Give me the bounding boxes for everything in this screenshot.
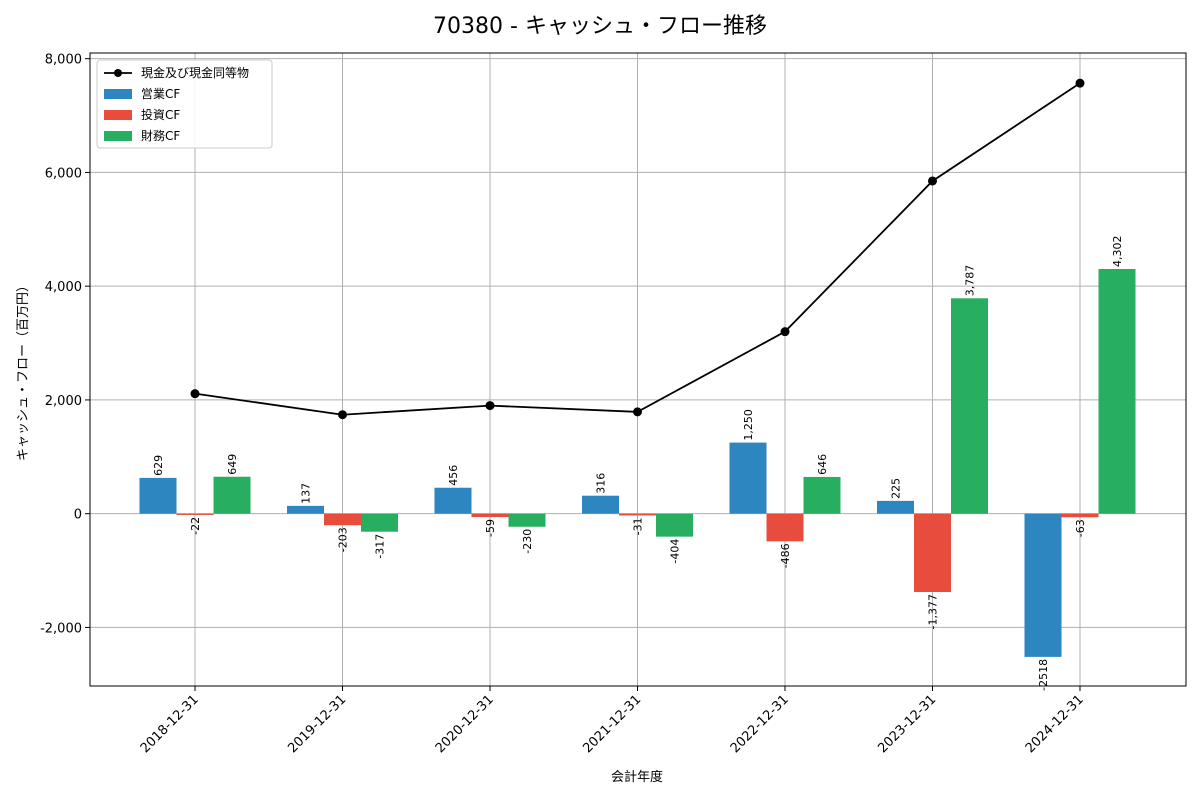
bar-value-label: 4,302 (1111, 236, 1124, 268)
bar-財務CF (656, 513, 693, 537)
legend-line-marker (114, 69, 122, 77)
bar-value-label: 225 (890, 478, 903, 499)
bar-営業CF (287, 505, 324, 514)
bar-value-label: -2518 (1037, 659, 1050, 691)
bar-value-label: 649 (226, 454, 239, 475)
y-tick-label: 8,000 (45, 53, 82, 68)
legend-label: 財務CF (141, 128, 180, 143)
legend-label: 投資CF (141, 107, 180, 122)
x-tick-label: 2018-12-31 (138, 692, 202, 756)
x-tick-label: 2019-12-31 (285, 692, 349, 756)
bar-value-label: 137 (300, 483, 313, 504)
legend-label: 現金及び現金同等物 (141, 65, 249, 80)
x-axis-label: 会計年度 (611, 769, 663, 785)
y-tick-label: 6,000 (45, 166, 82, 181)
bar-営業CF (877, 500, 914, 514)
y-tick-label: -2,000 (40, 621, 82, 636)
cash-point (190, 389, 200, 399)
bar-財務CF (1098, 269, 1136, 514)
bar-value-label: -404 (669, 539, 682, 564)
cash-point (928, 176, 937, 186)
bar-value-label: -59 (484, 519, 497, 537)
bar-財務CF (361, 513, 398, 532)
bar-財務CF (508, 513, 546, 527)
bar-value-label: -22 (189, 517, 202, 535)
bar-value-label: -1,377 (927, 594, 940, 629)
legend-label: 営業CF (141, 87, 180, 101)
x-tick-label: 2024-12-31 (1023, 692, 1087, 756)
bar-投資CF (1061, 513, 1099, 518)
legend-swatch (104, 110, 132, 120)
bar-投資CF (176, 513, 214, 515)
bar-営業CF (139, 477, 177, 514)
bar-value-label: -203 (337, 527, 350, 552)
y-tick-label: 4,000 (45, 280, 82, 295)
bar-value-label: 456 (447, 465, 460, 486)
bar-value-label: 3,787 (964, 265, 977, 297)
bar-投資CF (324, 513, 361, 526)
cash-point (338, 410, 347, 420)
legend-swatch (104, 89, 132, 99)
bar-value-label: 316 (595, 473, 608, 494)
chart-title: 70380 - キャッシュ・フロー推移 (433, 14, 767, 39)
bar-投資CF (471, 513, 509, 518)
bar-投資CF (914, 513, 951, 592)
bar-value-label: -230 (521, 529, 534, 554)
bar-value-label: -63 (1074, 519, 1087, 537)
bar-財務CF (213, 476, 251, 514)
y-tick-label: 0 (74, 508, 82, 523)
cash-point (1075, 78, 1085, 88)
legend-box (96, 59, 273, 149)
bar-営業CF (582, 495, 619, 514)
bar-value-label: 1,250 (742, 409, 755, 441)
x-tick-label: 2023-12-31 (875, 692, 939, 756)
y-tick-label: 2,000 (45, 394, 82, 409)
y-axis-label: キャッシュ・フロー（百万円） (16, 279, 31, 461)
bar-営業CF (434, 487, 472, 514)
bar-営業CF (729, 442, 767, 514)
bar-value-label: 629 (152, 455, 165, 476)
cash-point (485, 401, 495, 411)
x-tick-label: 2021-12-31 (580, 692, 644, 756)
bar-value-label: -317 (374, 534, 387, 559)
bar-value-label: -486 (779, 543, 792, 568)
bar-投資CF (766, 513, 804, 542)
x-tick-label: 2020-12-31 (433, 692, 497, 756)
bar-投資CF (619, 513, 656, 516)
bar-財務CF (803, 476, 841, 514)
legend-swatch (104, 131, 132, 141)
cash-point (633, 407, 642, 417)
bar-財務CF (951, 298, 988, 514)
cash-point (780, 327, 790, 337)
bar-営業CF (1024, 513, 1062, 657)
x-tick-label: 2022-12-31 (728, 692, 792, 756)
bar-value-label: 646 (816, 454, 829, 475)
bar-value-label: -31 (632, 517, 645, 535)
